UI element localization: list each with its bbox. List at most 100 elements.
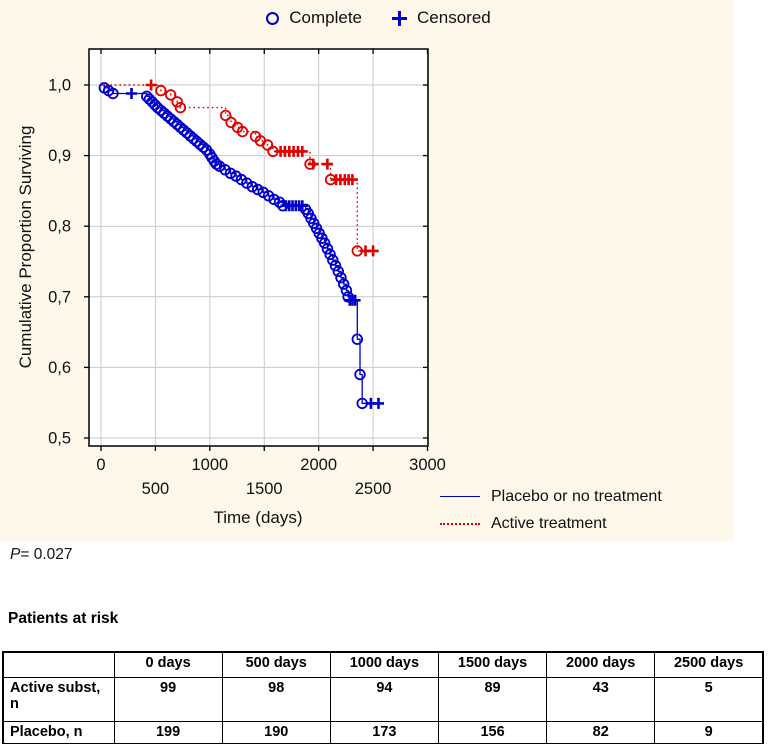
censored-marker xyxy=(307,158,319,170)
series-line-active xyxy=(101,84,374,252)
censored-marker xyxy=(373,397,384,409)
complete-marker xyxy=(340,284,353,297)
complete-circle-icon xyxy=(266,11,280,25)
complete-marker xyxy=(158,107,170,119)
complete-marker xyxy=(155,84,167,97)
complete-marker xyxy=(191,135,203,148)
risk-corner-cell xyxy=(2,651,115,678)
x-tick-label: 500 xyxy=(142,480,170,498)
complete-marker xyxy=(149,99,161,111)
complete-marker xyxy=(319,237,331,249)
y-axis-title: Cumulative Proportion Surviving xyxy=(16,126,35,369)
complete-marker xyxy=(246,180,259,193)
risk-table-title: Patients at risk xyxy=(8,610,119,627)
placebo-line-icon xyxy=(440,496,480,497)
legend-item-complete: Complete xyxy=(266,8,362,28)
complete-marker xyxy=(329,260,342,272)
risk-table-header-row: 0 days 500 days 1000 days 1500 days 2000 day… xyxy=(2,651,764,678)
risk-row-label: Active subst, n xyxy=(2,676,115,722)
risk-row-label: Placebo, n xyxy=(2,720,115,744)
patients-at-risk-table: 0 days 500 days 1000 days 1500 days 2000 day… xyxy=(2,651,764,744)
y-tick-label: 0,8 xyxy=(48,218,71,236)
x-tick-label: 3000 xyxy=(409,456,446,474)
complete-marker xyxy=(164,89,177,101)
marker-legend: Complete Censored xyxy=(12,8,745,28)
risk-value-cell: 190 xyxy=(221,720,331,744)
complete-marker xyxy=(155,104,167,117)
legend-censored-label: Censored xyxy=(417,8,491,27)
risk-value-cell: 98 xyxy=(221,676,331,722)
censored-plus-icon xyxy=(392,10,408,26)
plot-area xyxy=(89,49,428,446)
complete-marker xyxy=(273,196,286,208)
complete-marker xyxy=(107,87,119,100)
risk-row-active: Active subst, n 99 98 94 89 43 5 xyxy=(2,676,764,722)
risk-header-cell: 500 days xyxy=(221,651,331,678)
risk-value-cell: 156 xyxy=(437,720,548,744)
y-tick-label: 0,9 xyxy=(48,147,71,165)
complete-marker xyxy=(219,109,232,122)
risk-value-cell: 94 xyxy=(329,676,439,722)
risk-header-cell: 2500 days xyxy=(654,651,764,678)
censored-marker xyxy=(367,245,379,257)
complete-marker xyxy=(338,278,350,290)
p-value-text: P= 0.027 xyxy=(10,546,73,564)
complete-marker xyxy=(268,193,280,206)
complete-marker xyxy=(174,121,187,134)
survival-figure-panel: 0 500 1000 1500 2000 2500 3000 1,0 0,9 0,8 0,7 0,6 0… xyxy=(0,0,733,541)
risk-value-cell: 173 xyxy=(329,720,439,744)
risk-table-head: 0 days 500 days 1000 days 1500 days 2000 day… xyxy=(2,651,764,678)
complete-marker xyxy=(181,127,193,139)
active-series-label: Active treatment xyxy=(491,514,607,532)
complete-marker xyxy=(224,167,237,180)
legend-item-active: Active treatment xyxy=(440,510,662,537)
x-axis-title: Time (days) xyxy=(213,508,302,527)
series-legend: Placebo or no treatment Active treatment xyxy=(440,483,662,537)
complete-marker xyxy=(335,272,347,284)
complete-marker xyxy=(324,248,336,261)
censored-marker xyxy=(321,158,333,170)
risk-header-cell: 0 days xyxy=(113,651,223,678)
plot-border xyxy=(88,48,429,447)
complete-marker xyxy=(171,96,183,108)
risk-row-placebo: Placebo, n 199 190 173 156 82 9 xyxy=(2,720,764,744)
complete-marker xyxy=(351,333,364,345)
kaplan-meier-chart: 0 500 1000 1500 2000 2500 3000 1,0 0,9 0,8 0,7 0,6 0… xyxy=(16,48,446,527)
complete-marker xyxy=(177,124,190,136)
p-rest: = 0.027 xyxy=(20,546,73,563)
censored-marker xyxy=(145,79,157,91)
risk-value-cell: 43 xyxy=(546,676,656,722)
risk-header-cell: 1500 days xyxy=(437,651,548,678)
p-symbol: P xyxy=(10,546,21,563)
complete-marker xyxy=(327,254,339,266)
censored-marker xyxy=(126,88,137,99)
complete-marker xyxy=(197,141,210,153)
risk-header-cell: 2000 days xyxy=(546,651,656,678)
complete-marker xyxy=(171,118,183,131)
legend-item-placebo: Placebo or no treatment xyxy=(440,483,662,510)
complete-marker xyxy=(321,243,334,255)
risk-value-cell: 5 xyxy=(654,676,764,722)
complete-marker xyxy=(164,113,177,125)
complete-marker xyxy=(187,132,200,145)
risk-value-cell: 89 xyxy=(437,676,548,722)
complete-marker xyxy=(236,125,249,138)
x-tick-label: 1500 xyxy=(246,480,283,498)
complete-marker xyxy=(252,183,264,196)
risk-value-cell: 82 xyxy=(546,720,656,744)
complete-marker xyxy=(151,101,164,114)
placebo-series-label: Placebo or no treatment xyxy=(491,487,662,505)
legend-item-censored: Censored xyxy=(392,8,491,28)
complete-marker xyxy=(332,265,345,278)
x-tick-label: 1000 xyxy=(191,456,228,474)
legend-complete-label: Complete xyxy=(289,8,363,27)
x-tick-label: 2000 xyxy=(300,456,337,474)
censored-marker xyxy=(296,145,308,157)
censored-marker xyxy=(346,174,358,186)
complete-marker xyxy=(174,101,187,114)
x-tick-label: 2500 xyxy=(355,480,392,498)
risk-table-body: Active subst, n 99 98 94 89 43 5 Placebo, n 199 1… xyxy=(2,676,764,744)
risk-value-cell: 9 xyxy=(654,720,764,744)
complete-marker xyxy=(194,138,206,151)
complete-marker xyxy=(261,139,274,151)
